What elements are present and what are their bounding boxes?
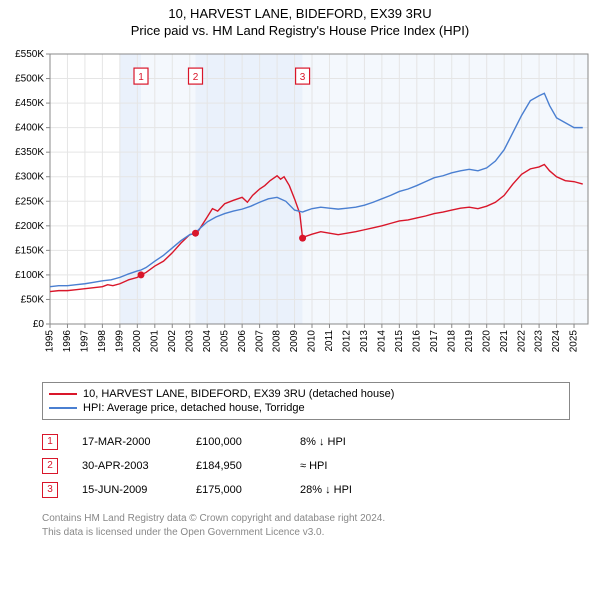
svg-text:£50K: £50K bbox=[21, 294, 45, 305]
svg-text:2025: 2025 bbox=[569, 330, 580, 353]
svg-text:£200K: £200K bbox=[15, 221, 44, 232]
chart-container: 10, HARVEST LANE, BIDEFORD, EX39 3RU Pri… bbox=[0, 0, 600, 547]
svg-text:£500K: £500K bbox=[15, 74, 44, 85]
svg-text:1: 1 bbox=[138, 72, 144, 83]
event-marker: 1 bbox=[42, 434, 58, 450]
legend-swatch bbox=[49, 407, 77, 409]
event-date: 17-MAR-2000 bbox=[82, 436, 172, 448]
svg-text:2008: 2008 bbox=[272, 330, 283, 353]
svg-text:1996: 1996 bbox=[62, 330, 73, 353]
svg-text:2014: 2014 bbox=[377, 330, 388, 353]
svg-text:2020: 2020 bbox=[481, 330, 492, 353]
event-delta: 8% ↓ HPI bbox=[300, 436, 390, 448]
svg-text:2017: 2017 bbox=[429, 330, 440, 353]
event-date: 30-APR-2003 bbox=[82, 460, 172, 472]
svg-text:£350K: £350K bbox=[15, 147, 44, 158]
event-delta: 28% ↓ HPI bbox=[300, 484, 390, 496]
legend: 10, HARVEST LANE, BIDEFORD, EX39 3RU (de… bbox=[42, 382, 570, 420]
event-delta: ≈ HPI bbox=[300, 460, 390, 472]
svg-text:2010: 2010 bbox=[307, 330, 318, 353]
svg-text:2006: 2006 bbox=[237, 330, 248, 353]
svg-text:1995: 1995 bbox=[45, 330, 56, 353]
event-row: 1 17-MAR-2000 £100,000 8% ↓ HPI bbox=[42, 430, 570, 454]
svg-text:1998: 1998 bbox=[97, 330, 108, 353]
svg-text:2003: 2003 bbox=[184, 330, 195, 353]
svg-text:£400K: £400K bbox=[15, 123, 44, 134]
svg-text:£550K: £550K bbox=[15, 49, 44, 60]
event-marker: 2 bbox=[42, 458, 58, 474]
legend-swatch bbox=[49, 393, 77, 395]
svg-text:2012: 2012 bbox=[342, 330, 353, 353]
svg-text:2019: 2019 bbox=[464, 330, 475, 353]
svg-text:1997: 1997 bbox=[80, 330, 91, 353]
svg-text:£0: £0 bbox=[33, 319, 45, 330]
svg-text:2011: 2011 bbox=[324, 330, 335, 352]
svg-text:2005: 2005 bbox=[219, 330, 230, 353]
svg-text:2004: 2004 bbox=[202, 330, 213, 353]
svg-text:£250K: £250K bbox=[15, 196, 44, 207]
svg-text:2009: 2009 bbox=[289, 330, 300, 353]
svg-text:£100K: £100K bbox=[15, 270, 44, 281]
svg-text:2015: 2015 bbox=[394, 330, 405, 353]
svg-text:2001: 2001 bbox=[149, 330, 160, 353]
footer-attribution: Contains HM Land Registry data © Crown c… bbox=[42, 512, 570, 547]
footer-line-1: Contains HM Land Registry data © Crown c… bbox=[42, 512, 570, 526]
events-table: 1 17-MAR-2000 £100,000 8% ↓ HPI 2 30-APR-2003… bbox=[42, 430, 570, 502]
price-chart: £0 £50K £100K £150K £200K £250K £300K £350K £400… bbox=[0, 44, 600, 374]
legend-label: HPI: Average price, detached house, Torr… bbox=[83, 402, 305, 414]
event-date: 15-JUN-2009 bbox=[82, 484, 172, 496]
svg-text:2024: 2024 bbox=[551, 330, 562, 353]
event-row: 3 15-JUN-2009 £175,000 28% ↓ HPI bbox=[42, 478, 570, 502]
svg-text:2007: 2007 bbox=[254, 330, 265, 353]
legend-label: 10, HARVEST LANE, BIDEFORD, EX39 3RU (de… bbox=[83, 388, 394, 400]
svg-text:£300K: £300K bbox=[15, 172, 44, 183]
event-price: £184,950 bbox=[196, 460, 276, 472]
footer-line-2: This data is licensed under the Open Gov… bbox=[42, 526, 570, 540]
svg-text:2021: 2021 bbox=[499, 330, 510, 353]
svg-text:2002: 2002 bbox=[167, 330, 178, 353]
svg-text:1999: 1999 bbox=[115, 330, 126, 353]
event-marker: 3 bbox=[42, 482, 58, 498]
svg-text:2: 2 bbox=[193, 72, 199, 83]
event-row: 2 30-APR-2003 £184,950 ≈ HPI bbox=[42, 454, 570, 478]
event-price: £175,000 bbox=[196, 484, 276, 496]
svg-text:£450K: £450K bbox=[15, 98, 44, 109]
legend-row: 10, HARVEST LANE, BIDEFORD, EX39 3RU (de… bbox=[49, 387, 563, 401]
svg-text:2016: 2016 bbox=[411, 330, 422, 353]
svg-text:2023: 2023 bbox=[534, 330, 545, 353]
chart-subtitle: Price paid vs. HM Land Registry's House … bbox=[0, 21, 600, 44]
legend-row: HPI: Average price, detached house, Torr… bbox=[49, 401, 563, 415]
svg-text:2022: 2022 bbox=[516, 330, 527, 353]
svg-text:2018: 2018 bbox=[446, 330, 457, 353]
event-price: £100,000 bbox=[196, 436, 276, 448]
svg-text:2000: 2000 bbox=[132, 330, 143, 353]
svg-text:3: 3 bbox=[300, 72, 306, 83]
svg-text:£150K: £150K bbox=[15, 245, 44, 256]
svg-text:2013: 2013 bbox=[359, 330, 370, 353]
chart-title: 10, HARVEST LANE, BIDEFORD, EX39 3RU bbox=[0, 0, 600, 21]
